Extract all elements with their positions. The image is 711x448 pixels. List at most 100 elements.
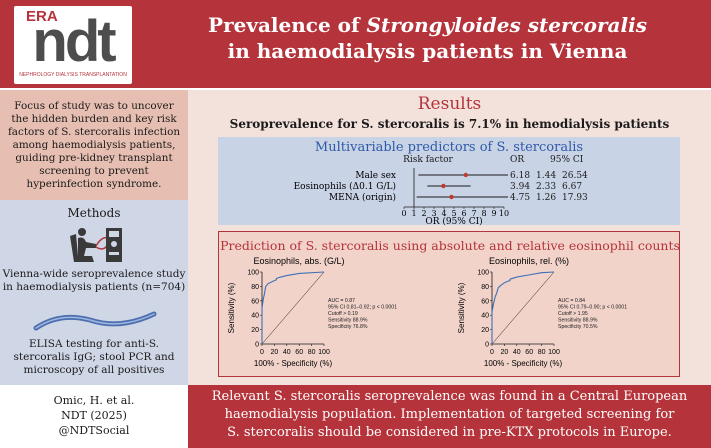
roc-x-tick-label: 20	[501, 349, 509, 356]
forest-point	[463, 172, 468, 178]
roc-annotation: Cutoff > 1.95	[558, 311, 588, 317]
roc-x-tick-label: 40	[283, 349, 291, 356]
roc-diagonal	[491, 271, 555, 345]
roc-y-tick-label: 60	[251, 298, 259, 305]
roc-annotation: 95% CI 0.81–0.92; p < 0.0001	[328, 305, 397, 311]
roc-annotation: Sensitivity 88.9%	[558, 318, 598, 324]
citation: Omic, H. et al. NDT (2025) @NDTSocial	[53, 394, 135, 437]
roc-y-tick-label: 60	[481, 298, 489, 305]
prediction-title: Prediction of S. stercoralis using absol…	[220, 238, 680, 253]
roc-y-tick-label: 40	[481, 313, 489, 320]
roc-x-tick-label: 60	[295, 349, 303, 356]
dialysis-machine-icon	[70, 228, 122, 262]
roc-annotation: Cutoff > 0.19	[328, 311, 358, 317]
forest-tick-label: 4	[441, 209, 446, 218]
forest-tick-label: 2	[421, 209, 426, 218]
roc-y-tick-label: 0	[255, 342, 259, 349]
worm-icon	[33, 311, 157, 331]
forest-tick-label: 1	[411, 209, 416, 218]
roc-y-tick-label: 20	[481, 327, 489, 334]
roc-x-tick-label: 60	[525, 349, 533, 356]
forest-point	[449, 194, 454, 200]
roc-y-tick-label: 80	[251, 284, 259, 291]
roc-y-tick-label: 40	[251, 313, 259, 320]
roc-annotation: AUC = 0.87	[328, 298, 355, 304]
methods-label: Methods	[67, 206, 121, 220]
citation-panel	[0, 385, 188, 448]
roc-annotation: Specificity 76.8%	[328, 324, 368, 330]
roc-annotation: AUC = 0.84	[558, 298, 585, 304]
roc-annotation: Specificity 70.5%	[558, 324, 598, 330]
forest-row-label: Eosinophils (Δ0.1 G/L)	[294, 181, 396, 192]
forest-row-label: Male sex	[355, 171, 396, 181]
elisa-method-text: ELISA testing for anti-S. stercoralis Ig…	[13, 338, 175, 376]
roc-x-tick-label: 0	[490, 349, 494, 356]
conclusion-banner	[188, 385, 711, 448]
forest-ci-low: 2.33	[536, 182, 556, 192]
ndt-logo: ERA ndt NEPHROLOGY DIALYSIS TRANSPLANTAT…	[14, 6, 132, 84]
study-design-text: Vienna-wide seroprevalence study in haem…	[2, 268, 186, 293]
forest-plot-title: Multivariable predictors of S. stercoral…	[314, 140, 584, 155]
era-logo-text: ERA	[26, 8, 58, 25]
forest-tick-label: 7	[471, 209, 476, 218]
forest-tick-label: 5	[451, 209, 456, 218]
forest-or-value: 3.94	[510, 182, 530, 192]
forest-col-risk: Risk factor	[403, 155, 453, 165]
forest-point	[441, 183, 446, 189]
forest-plot-panel	[218, 137, 680, 225]
roc-xlabel: 100% - Specificity (%)	[254, 359, 333, 368]
forest-col-ci: 95% CI	[550, 155, 584, 165]
conclusion-text: Relevant S. stercoralis seroprevalence w…	[211, 389, 688, 440]
roc-x-tick-label: 100	[318, 349, 330, 356]
focus-panel: Focus of study was to uncover the hidden…	[0, 90, 188, 200]
roc-y-tick-label: 80	[481, 284, 489, 291]
forest-xlabel: OR (95% CI)	[425, 216, 482, 227]
focus-text: Focus of study was to uncover the hidden…	[7, 100, 181, 190]
roc-curve	[491, 271, 555, 344]
roc-annotation: Sensitivity 88.9%	[328, 318, 368, 324]
roc-ylabel: Sensitivity (%)	[227, 282, 236, 333]
forest-ci-low: 1.26	[536, 193, 556, 203]
roc-x-tick-label: 20	[271, 349, 279, 356]
forest-plot: Risk factor OR 95% CI Male sex Eosinophi…	[294, 155, 588, 227]
roc-title: Eosinophils, rel. (%)	[489, 256, 569, 266]
roc-annotation: 95% CI 0.79–0.90; p < 0.0001	[558, 305, 627, 311]
roc-x-tick-label: 0	[260, 349, 264, 356]
roc-x-tick-label: 40	[513, 349, 521, 356]
forest-tick-label: 8	[481, 209, 486, 218]
forest-or-value: 6.18	[510, 171, 530, 181]
forest-ci-high: 6.67	[562, 182, 582, 192]
forest-tick-label: 3	[431, 209, 436, 218]
prediction-panel	[218, 231, 680, 377]
roc-xlabel: 100% - Specificity (%)	[484, 359, 563, 368]
forest-ci-high: 17.93	[562, 193, 588, 203]
forest-tick-label: 10	[499, 209, 509, 218]
roc-diagonal	[261, 271, 325, 345]
roc-x-tick-label: 100	[548, 349, 560, 356]
roc-ylabel: Sensitivity (%)	[457, 282, 466, 333]
roc-x-tick-label: 80	[308, 349, 316, 356]
roc-x-tick-label: 80	[538, 349, 546, 356]
page-title: Prevalence of Strongyloides stercoralis …	[208, 13, 647, 63]
ndt-logo-subtitle: NEPHROLOGY DIALYSIS TRANSPLANTATION	[19, 72, 127, 78]
roc-curve	[261, 271, 325, 344]
results-subtitle: Seroprevalence for S. stercoralis is 7.1…	[229, 117, 670, 131]
ndt-logo-text: ndt	[32, 9, 116, 74]
roc-y-tick-label: 20	[251, 327, 259, 334]
roc-y-tick-label: 100	[477, 270, 489, 277]
forest-or-value: 4.75	[510, 193, 530, 203]
forest-col-or: OR	[510, 155, 524, 165]
forest-ci-high: 26.54	[562, 171, 588, 181]
forest-tick-label: 9	[491, 209, 496, 218]
roc-y-tick-label: 100	[247, 270, 259, 277]
forest-tick-label: 6	[461, 209, 466, 218]
forest-ci-low: 1.44	[536, 171, 556, 181]
forest-row-label: MENA (origin)	[329, 192, 396, 203]
roc-y-tick-label: 0	[485, 342, 489, 349]
results-title: Results	[417, 94, 482, 114]
forest-tick-label: 0	[401, 209, 406, 218]
methods-panel	[0, 200, 188, 385]
roc-title: Eosinophils, abs. (G/L)	[253, 256, 344, 266]
